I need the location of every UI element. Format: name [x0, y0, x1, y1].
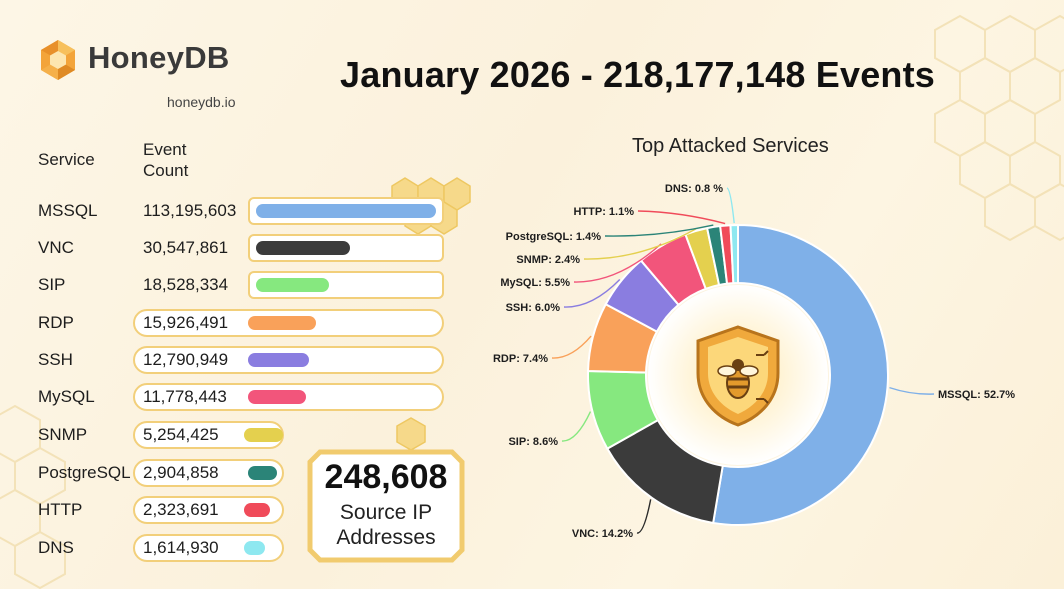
- source-ip-label: Source IP Addresses: [306, 500, 466, 550]
- event-count: 2,323,691: [143, 500, 219, 519]
- slice-label: MySQL: 5.5%: [500, 277, 570, 289]
- service-name: SNMP: [38, 425, 88, 444]
- table-row: SIP 18,528,334: [0, 271, 450, 299]
- bar-vnc: [256, 241, 350, 255]
- event-count: 113,195,603: [143, 201, 237, 220]
- bar-sip: [256, 278, 329, 292]
- bar-ssh: [248, 353, 309, 367]
- table-row: RDP 15,926,491: [0, 309, 450, 337]
- bar-mssql: [256, 204, 436, 218]
- source-ip-label-line2: Addresses: [336, 526, 436, 549]
- service-name: HTTP: [38, 500, 83, 519]
- leader-line: [636, 499, 652, 534]
- slice-label: SIP: 8.6%: [508, 436, 558, 448]
- slice-label: VNC: 14.2%: [572, 528, 633, 540]
- bar-mysql: [248, 390, 306, 404]
- slice-label: RDP: 7.4%: [493, 353, 548, 365]
- page-title: January 2026 - 218,177,148 Events: [340, 54, 936, 95]
- brand-url: honeydb.io: [167, 94, 236, 110]
- event-count-header-line1: Event: [143, 140, 187, 159]
- donut-chart-title: Top Attacked Services: [632, 135, 829, 157]
- bar-snmp: [244, 428, 283, 442]
- event-count: 11,778,443: [143, 387, 227, 406]
- row-frame: [133, 346, 444, 374]
- service-column-header: Service: [38, 150, 95, 169]
- slice-label: HTTP: 1.1%: [573, 206, 634, 218]
- bar-dns: [244, 541, 265, 555]
- leader-line: [573, 243, 662, 283]
- event-count: 15,926,491: [143, 313, 229, 332]
- event-count: 1,614,930: [143, 538, 219, 557]
- event-count-column-header: Event Count: [143, 139, 188, 181]
- leader-line: [583, 228, 696, 260]
- slice-label: DNS: 0.8 %: [665, 183, 723, 195]
- leader-line: [726, 187, 735, 224]
- bar-http: [244, 503, 270, 517]
- leader-line: [561, 411, 592, 442]
- service-name: MySQL: [38, 387, 95, 406]
- event-count: 2,904,858: [143, 463, 219, 482]
- table-row: HTTP 2,323,691: [0, 496, 450, 524]
- bar-postgresql: [248, 466, 277, 480]
- table-row: DNS 1,614,930: [0, 534, 450, 562]
- service-name: SSH: [38, 350, 73, 369]
- brand-name: HoneyDB: [88, 40, 230, 75]
- slice-label: SNMP: 2.4%: [516, 254, 580, 266]
- table-row: SSH 12,790,949: [0, 346, 450, 374]
- table-row: PostgreSQL 2,904,858: [0, 459, 450, 487]
- leader-line: [551, 335, 592, 359]
- leader-line: [563, 278, 621, 308]
- slice-label: PostgreSQL: 1.4%: [506, 231, 602, 243]
- event-count: 5,254,425: [143, 425, 219, 444]
- event-count-header-line2: Count: [143, 161, 189, 180]
- source-ip-hexagon: [307, 449, 465, 563]
- event-count: 30,547,861: [143, 238, 229, 257]
- leader-line: [604, 224, 714, 237]
- leader-line: [889, 386, 935, 395]
- table-row: SNMP 5,254,425: [0, 421, 450, 449]
- service-name: DNS: [38, 538, 74, 557]
- slice-label: MSSQL: 52.7%: [938, 389, 1015, 401]
- table-row: MSSQL 113,195,603: [0, 197, 450, 225]
- service-name: VNC: [38, 238, 74, 257]
- leader-line: [637, 210, 726, 225]
- table-row: VNC 30,547,861: [0, 234, 450, 262]
- table-row: MySQL 11,778,443: [0, 383, 450, 411]
- honeydb-logo-icon: [41, 40, 75, 80]
- slice-mssql: [712, 223, 889, 526]
- service-name: SIP: [38, 275, 66, 294]
- service-name: RDP: [38, 313, 74, 332]
- source-ip-count: 248,608: [324, 458, 448, 496]
- event-count: 18,528,334: [143, 275, 229, 294]
- bee-shield-icon: [696, 325, 780, 427]
- event-count: 12,790,949: [143, 350, 229, 369]
- slice-label: SSH: 6.0%: [506, 302, 561, 314]
- slice-dns: [729, 223, 739, 285]
- source-ip-label-line1: Source IP: [339, 501, 433, 524]
- service-name: MSSQL: [38, 201, 98, 220]
- bar-rdp: [248, 316, 316, 330]
- service-name: PostgreSQL: [38, 463, 131, 482]
